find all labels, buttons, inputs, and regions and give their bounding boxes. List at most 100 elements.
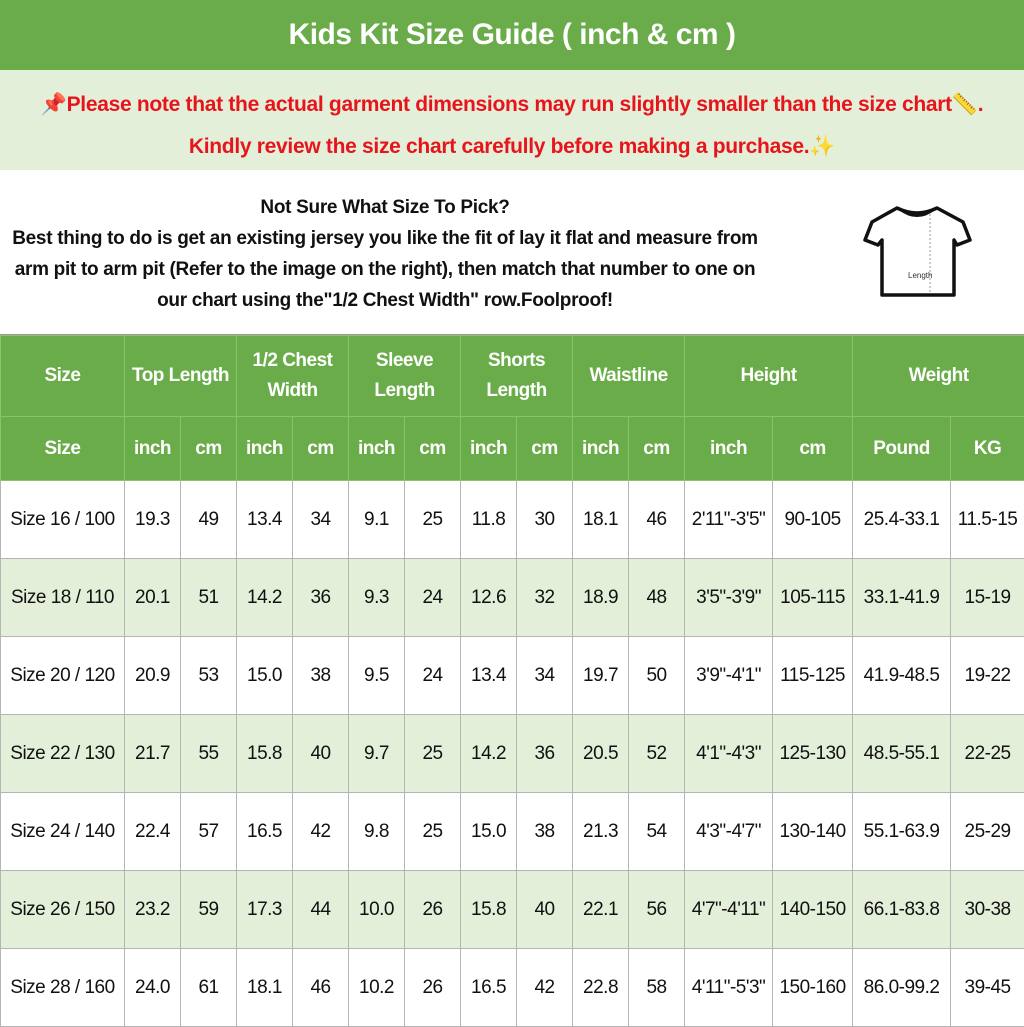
table-cell: 46	[293, 949, 349, 1027]
table-cell: 19-22	[951, 637, 1024, 715]
table-cell: 86.0-99.2	[853, 949, 951, 1027]
table-cell: 18.9	[573, 559, 629, 637]
table-cell: 58	[629, 949, 685, 1027]
table-cell: 150-160	[773, 949, 853, 1027]
table-cell: 24	[405, 559, 461, 637]
table-cell: 33.1-41.9	[853, 559, 951, 637]
table-cell: 9.3	[349, 559, 405, 637]
table-cell: 42	[293, 793, 349, 871]
table-cell: 125-130	[773, 715, 853, 793]
table-cell: 38	[293, 637, 349, 715]
table-cell: 9.8	[349, 793, 405, 871]
table-cell: 53	[181, 637, 237, 715]
table-cell: 23.2	[125, 871, 181, 949]
column-group-header: Weight	[853, 336, 1024, 417]
table-cell: 25-29	[951, 793, 1024, 871]
table-cell: 30	[517, 481, 573, 559]
table-cell: 20.5	[573, 715, 629, 793]
unit-header: cm	[293, 417, 349, 481]
table-cell: 130-140	[773, 793, 853, 871]
size-label-cell: Size 24 / 140	[1, 793, 125, 871]
table-cell: 55	[181, 715, 237, 793]
unit-header: cm	[405, 417, 461, 481]
info-heading: Not Sure What Size To Pick?	[0, 192, 770, 223]
table-cell: 13.4	[461, 637, 517, 715]
table-cell: 15.0	[461, 793, 517, 871]
size-label-cell: Size 16 / 100	[1, 481, 125, 559]
table-cell: 12.6	[461, 559, 517, 637]
table-cell: 44	[293, 871, 349, 949]
tshirt-diagram-icon: Length	[860, 200, 975, 300]
diagram-length-label: Length	[908, 271, 932, 280]
table-cell: 11.5-15	[951, 481, 1024, 559]
column-group-header: Sleeve Length	[349, 336, 461, 417]
column-group-header: Shorts Length	[461, 336, 573, 417]
size-label-cell: Size 22 / 130	[1, 715, 125, 793]
table-cell: 39-45	[951, 949, 1024, 1027]
table-cell: 105-115	[773, 559, 853, 637]
column-group-header: 1/2 Chest Width	[237, 336, 349, 417]
table-cell: 10.2	[349, 949, 405, 1027]
unit-header: inch	[237, 417, 293, 481]
table-cell: 59	[181, 871, 237, 949]
table-cell: 17.3	[237, 871, 293, 949]
table-cell: 20.1	[125, 559, 181, 637]
table-cell: 3'9"-4'1"	[685, 637, 773, 715]
table-cell: 4'1"-4'3"	[685, 715, 773, 793]
pin-icon: 📌	[41, 93, 67, 116]
unit-header: inch	[125, 417, 181, 481]
unit-header: inch	[685, 417, 773, 481]
unit-header: Pound	[853, 417, 951, 481]
table-cell: 15.8	[461, 871, 517, 949]
table-cell: 4'11"-5'3"	[685, 949, 773, 1027]
table-cell: 34	[517, 637, 573, 715]
table-cell: 15.8	[237, 715, 293, 793]
table-cell: 16.5	[237, 793, 293, 871]
size-label-cell: Size 20 / 120	[1, 637, 125, 715]
table-cell: 22.4	[125, 793, 181, 871]
table-cell: 54	[629, 793, 685, 871]
table-cell: 56	[629, 871, 685, 949]
page-title: Kids Kit Size Guide ( inch & cm )	[0, 0, 1024, 70]
table-cell: 19.7	[573, 637, 629, 715]
table-cell: 22.8	[573, 949, 629, 1027]
table-cell: 4'3"-4'7"	[685, 793, 773, 871]
notice-line-1: Please note that the actual garment dime…	[67, 93, 952, 116]
table-cell: 41.9-48.5	[853, 637, 951, 715]
table-cell: 32	[517, 559, 573, 637]
table-cell: 9.1	[349, 481, 405, 559]
table-cell: 40	[293, 715, 349, 793]
table-cell: 34	[293, 481, 349, 559]
table-cell: 42	[517, 949, 573, 1027]
table-cell: 24	[405, 637, 461, 715]
table-cell: 51	[181, 559, 237, 637]
notice-line-2: Kindly review the size chart carefully b…	[189, 135, 809, 158]
table-cell: 25	[405, 481, 461, 559]
notice-banner: 📌Please note that the actual garment dim…	[0, 70, 1024, 170]
table-cell: 26	[405, 871, 461, 949]
size-label-cell: Size 28 / 160	[1, 949, 125, 1027]
table-cell: 115-125	[773, 637, 853, 715]
table-cell: 140-150	[773, 871, 853, 949]
size-label-cell: Size 26 / 150	[1, 871, 125, 949]
unit-header: cm	[517, 417, 573, 481]
unit-header: Size	[1, 417, 125, 481]
table-cell: 14.2	[461, 715, 517, 793]
column-group-header: Height	[685, 336, 853, 417]
table-cell: 21.3	[573, 793, 629, 871]
table-cell: 11.8	[461, 481, 517, 559]
table-cell: 36	[517, 715, 573, 793]
unit-header: inch	[349, 417, 405, 481]
unit-header: cm	[181, 417, 237, 481]
table-cell: 19.3	[125, 481, 181, 559]
table-cell: 50	[629, 637, 685, 715]
table-cell: 9.5	[349, 637, 405, 715]
table-cell: 30-38	[951, 871, 1024, 949]
table-cell: 25	[405, 793, 461, 871]
table-cell: 15-19	[951, 559, 1024, 637]
table-cell: 20.9	[125, 637, 181, 715]
